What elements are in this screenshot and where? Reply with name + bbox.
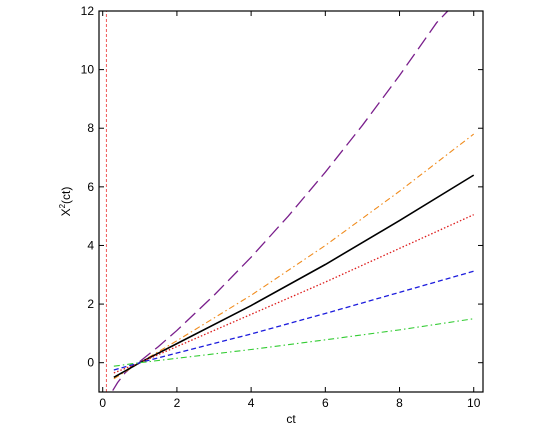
x-tick-label: 4 — [248, 396, 255, 410]
y-axis-label-sup: 2 — [58, 203, 67, 208]
x-tick-label: 6 — [322, 396, 329, 410]
series-line-2 — [113, 133, 475, 380]
series-line-3 — [113, 174, 475, 379]
x-tick-label: 0 — [99, 396, 106, 410]
y-tick-label: 10 — [81, 63, 95, 77]
y-axis-label: X2(ct) — [58, 187, 73, 217]
x-tick-label: 8 — [396, 396, 403, 410]
x-tick-label: 2 — [174, 396, 181, 410]
y-tick-label: 8 — [87, 121, 94, 135]
x-tick-label: 10 — [467, 396, 481, 410]
y-tick-label: 2 — [87, 297, 94, 311]
y-tick-label: 6 — [87, 180, 94, 194]
series-layer — [105, 11, 475, 392]
y-axis-label-rest: (ct) — [59, 187, 73, 204]
y-tick-label: 4 — [87, 238, 94, 252]
plot-frame — [98, 10, 484, 393]
y-tick-label: 0 — [87, 356, 94, 370]
series-line-4 — [113, 214, 474, 374]
x-axis-label: ct — [286, 412, 296, 425]
series-line-5 — [113, 270, 474, 371]
y-tick-label: 12 — [81, 4, 95, 18]
ticks-layer: 0 2 4 6 8 10 0 2 4 6 8 10 12 — [81, 4, 483, 410]
y-axis-label-base: X — [59, 208, 73, 216]
series-line-1 — [112, 11, 449, 391]
series-line-6 — [113, 318, 474, 367]
